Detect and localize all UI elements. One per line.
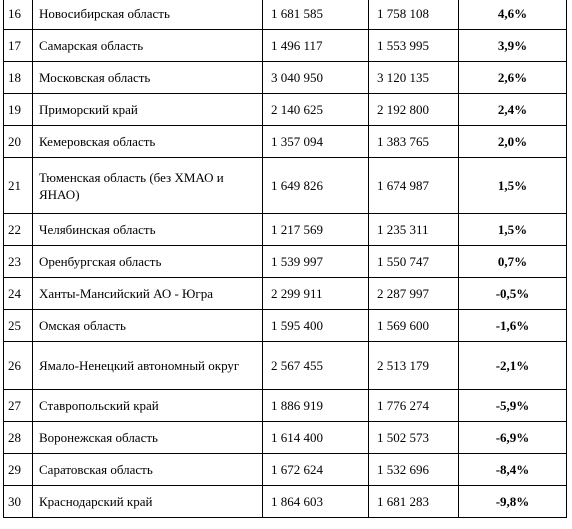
region: Новосибирская область [32,0,263,30]
percent-change: -5,9% [458,389,567,422]
value: 1 496 117 [262,29,369,62]
row-number: 30 [3,485,33,518]
value: 2 299 911 [262,277,369,310]
value: 1 595 400 [262,309,369,342]
table-row: 27 Ставропольский край 1 886 919 1 776 274-… [3,389,567,422]
value: 1 357 094 [262,125,369,158]
table-row: 30 Краснодарский край 1 864 603 1 681 283 -9… [3,485,567,518]
row-number: 23 [3,245,33,278]
region: Самарская область [32,29,263,62]
value: 1 383 765 [368,125,459,158]
table-row: 24 Ханты-Мансийский АО - Югра 2 299 911 2 2… [3,277,567,310]
row-number: 24 [3,277,33,310]
value: 1 649 826 [262,157,369,214]
row-number: 17 [3,29,33,62]
region: Челябинская область [32,213,263,246]
row-number: 16 [3,0,33,30]
value: 1 217 569 [262,213,369,246]
percent-change: -8,4% [458,453,567,486]
region: Оренбургская область [32,245,263,278]
row-number: 27 [3,389,33,422]
region: Краснодарский край [32,485,263,518]
percent-change: -2,1% [458,341,567,390]
row-number: 18 [3,61,33,94]
value: 1 674 987 [368,157,459,214]
table-row: 28 Воронежская область 1 614 400 1 502 573-… [3,421,567,454]
percent-change: 0,7% [458,245,567,278]
region: Омская область [32,309,263,342]
table-row: 25 Омская область 1 595 400 1 569 600 -1,6% [3,309,567,342]
percent-change: -0,5% [458,277,567,310]
table-row: 17 Самарская область 1 496 117 1 553 995 3,9… [3,29,567,62]
percent-change: 1,5% [458,213,567,246]
value: 1 235 311 [368,213,459,246]
region: Саратовская область [32,453,263,486]
region: Тюменская область (без ХМАО и ЯНАО) [32,157,263,214]
percent-change: 2,4% [458,93,567,126]
table-row: 21 Тюменская область (без ХМАО и ЯНАО) 1 6… [3,157,567,214]
value: 1 553 995 [368,29,459,62]
percent-change: 2,0% [458,125,567,158]
percent-change: 1,5% [458,157,567,214]
value: 3 120 135 [368,61,459,94]
value: 1 681 283 [368,485,459,518]
row-number: 25 [3,309,33,342]
percent-change: 4,6% [458,0,567,30]
row-number: 26 [3,341,33,390]
row-number: 29 [3,453,33,486]
value: 2 287 997 [368,277,459,310]
region: Ямало-Ненецкий автономный округ [32,341,263,390]
row-number: 22 [3,213,33,246]
row-number: 21 [3,157,33,214]
percent-change: -1,6% [458,309,567,342]
value: 1 758 108 [368,0,459,30]
percent-change: 3,9% [458,29,567,62]
table-row: 23 Оренбургская область 1 539 997 1 550 747… [3,245,567,278]
value: 1 614 400 [262,421,369,454]
value: 3 040 950 [262,61,369,94]
row-number: 20 [3,125,33,158]
row-number: 19 [3,93,33,126]
value: 1 681 585 [262,0,369,30]
value: 1 550 747 [368,245,459,278]
table-row: 18 Московская область 3 040 950 3 120 135 2,… [3,61,567,94]
percent-change: -6,9% [458,421,567,454]
value: 1 569 600 [368,309,459,342]
value: 2 567 455 [262,341,369,390]
table-row: 22 Челябинская область 1 217 569 1 235 311 1… [3,213,567,246]
value: 2 192 800 [368,93,459,126]
value: 1 886 919 [262,389,369,422]
table-row: 19 Приморский край 2 140 625 2 192 800 2,4% [3,93,567,126]
value: 1 502 573 [368,421,459,454]
value: 1 864 603 [262,485,369,518]
row-number: 28 [3,421,33,454]
table-row: 16 Новосибирская область 1 681 585 1 758 10… [3,0,567,30]
value: 1 776 274 [368,389,459,422]
percent-change: -9,8% [458,485,567,518]
percent-change: 2,6% [458,61,567,94]
table-row: 20 Кемеровская область 1 357 094 1 383 765 2… [3,125,567,158]
value: 1 532 696 [368,453,459,486]
value: 2 140 625 [262,93,369,126]
region: Ханты-Мансийский АО - Югра [32,277,263,310]
region: Воронежская область [32,421,263,454]
value: 2 513 179 [368,341,459,390]
table-row: 26 Ямало-Ненецкий автономный округ 2 567 4… [3,341,567,390]
value: 1 539 997 [262,245,369,278]
value: 1 672 624 [262,453,369,486]
table: 16 Новосибирская область 1 681 585 1 758 10… [3,0,567,518]
region: Кемеровская область [32,125,263,158]
table-row: 29 Саратовская область 1 672 624 1 532 696-… [3,453,567,486]
region: Московская область [32,61,263,94]
region: Приморский край [32,93,263,126]
region: Ставропольский край [32,389,263,422]
